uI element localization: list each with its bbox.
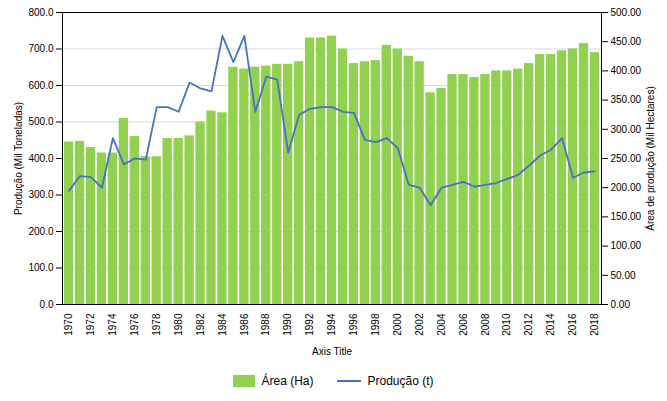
svg-text:200.0: 200.0 [28,226,53,237]
svg-text:2000: 2000 [392,313,403,336]
svg-text:400.0: 400.0 [28,153,53,164]
svg-text:2014: 2014 [545,313,556,336]
svg-text:100.00: 100.00 [611,240,642,251]
svg-text:1994: 1994 [326,313,337,336]
svg-text:1984: 1984 [217,313,228,336]
svg-text:0.0: 0.0 [40,299,54,310]
svg-text:150.00: 150.00 [611,211,642,222]
svg-text:450.00: 450.00 [611,36,642,47]
svg-text:1990: 1990 [282,313,293,336]
svg-text:1988: 1988 [260,313,271,336]
svg-text:2016: 2016 [567,313,578,336]
svg-text:1986: 1986 [239,313,250,336]
svg-text:200.00: 200.00 [611,182,642,193]
svg-text:1972: 1972 [85,313,96,336]
svg-text:1996: 1996 [348,313,359,336]
svg-text:Produção (Mil Toneladas): Produção (Mil Toneladas) [13,102,24,215]
svg-text:1970: 1970 [63,313,74,336]
svg-text:2008: 2008 [480,313,491,336]
svg-text:700.0: 700.0 [28,43,53,54]
svg-text:300.0: 300.0 [28,189,53,200]
svg-text:100.0: 100.0 [28,262,53,273]
svg-text:500.00: 500.00 [611,7,642,18]
svg-text:1992: 1992 [304,313,315,336]
svg-text:350.00: 350.00 [611,94,642,105]
svg-text:50.00: 50.00 [611,270,636,281]
svg-text:1998: 1998 [370,313,381,336]
svg-text:2012: 2012 [523,313,534,336]
html-text:Produção (t): Produção (t) [367,374,434,388]
svg-text:1978: 1978 [151,313,162,336]
svg-text:1980: 1980 [173,313,184,336]
svg-text:500.0: 500.0 [28,116,53,127]
svg-text:2002: 2002 [414,313,425,336]
svg-text:250.00: 250.00 [611,153,642,164]
svg-text:2010: 2010 [501,313,512,336]
svg-text:600.0: 600.0 [28,80,53,91]
svg-text:800.0: 800.0 [28,7,53,18]
svg-text:400.00: 400.00 [611,65,642,76]
svg-text:2004: 2004 [436,313,447,336]
svg-text:0.00: 0.00 [611,299,631,310]
svg-text:Área de produção (Mil Hectares: Área de produção (Mil Hectares) [644,86,656,231]
html-text:Área (Ha): Área (Ha) [261,374,314,388]
svg-text:1974: 1974 [107,313,118,336]
svg-text:1976: 1976 [129,313,140,336]
svg-text:1982: 1982 [195,313,206,336]
svg-text:2006: 2006 [458,313,469,336]
svg-text:2018: 2018 [589,313,600,336]
svg-text:Axis Title: Axis Title [312,346,352,357]
svg-text:300.00: 300.00 [611,124,642,135]
